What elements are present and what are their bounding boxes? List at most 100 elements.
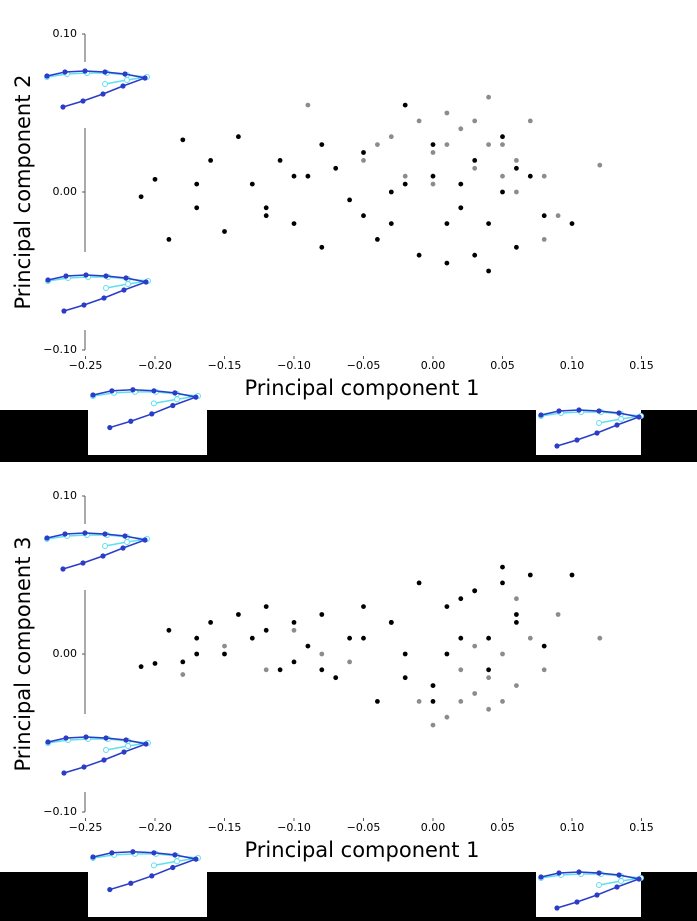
inset-dark-line bbox=[92, 388, 199, 429]
point bbox=[514, 612, 519, 617]
x-tick-label: −0.15 bbox=[208, 821, 242, 834]
y-tick-label: 0.10 bbox=[53, 27, 78, 40]
point bbox=[500, 580, 505, 586]
point bbox=[236, 612, 241, 617]
point bbox=[458, 181, 464, 187]
inset-dark-dot bbox=[151, 388, 157, 394]
point bbox=[263, 627, 269, 633]
point bbox=[277, 158, 283, 163]
inset-light-dot bbox=[618, 416, 624, 422]
inset-dark-dot bbox=[103, 273, 109, 279]
inset-dark-dot bbox=[128, 418, 134, 424]
x-tick-label: −0.10 bbox=[277, 821, 311, 834]
point bbox=[180, 672, 186, 677]
inset-dark-dot bbox=[109, 388, 115, 394]
point bbox=[319, 651, 325, 657]
inset-light-dot bbox=[124, 539, 130, 545]
point bbox=[527, 118, 533, 124]
inset-dark-dot bbox=[123, 737, 129, 743]
inset-dark-dot bbox=[63, 735, 69, 741]
inset-dark-dot bbox=[83, 734, 89, 740]
point bbox=[486, 667, 491, 673]
point bbox=[194, 181, 200, 187]
point bbox=[444, 260, 450, 266]
point bbox=[541, 173, 547, 179]
inset-light-dot bbox=[102, 81, 108, 87]
point bbox=[319, 667, 325, 673]
inset-dark-dot bbox=[636, 414, 642, 420]
inset-dark-dot bbox=[594, 430, 600, 436]
point bbox=[514, 165, 519, 171]
point bbox=[458, 667, 464, 673]
panel bbox=[0, 0, 697, 410]
point bbox=[486, 268, 491, 274]
point bbox=[458, 635, 464, 641]
inset-dark-dot bbox=[130, 387, 136, 393]
point bbox=[305, 643, 311, 649]
inset-dark-dot bbox=[81, 764, 87, 770]
point bbox=[430, 150, 436, 155]
point bbox=[444, 221, 450, 227]
point bbox=[194, 651, 200, 657]
point bbox=[444, 110, 450, 116]
inset-dark-dot bbox=[90, 854, 96, 860]
point bbox=[222, 643, 227, 649]
point bbox=[416, 580, 422, 586]
point bbox=[458, 126, 464, 132]
inset-dark-dot bbox=[120, 545, 126, 551]
point bbox=[541, 643, 547, 649]
inset-light-line bbox=[92, 853, 199, 867]
point bbox=[319, 244, 325, 250]
point bbox=[361, 213, 366, 219]
point bbox=[180, 659, 186, 665]
inset-light-dot bbox=[124, 77, 130, 83]
x-tick-label: 0.00 bbox=[421, 359, 446, 372]
point bbox=[500, 189, 505, 195]
point bbox=[361, 158, 366, 163]
point bbox=[263, 213, 269, 219]
inset-dark-dot bbox=[554, 443, 560, 449]
inset-dark-dot bbox=[636, 876, 642, 882]
inset-light-line bbox=[92, 391, 199, 405]
point bbox=[208, 158, 214, 163]
point bbox=[416, 118, 422, 124]
x-tick-label: 0.05 bbox=[490, 359, 515, 372]
x-tick-label: −0.20 bbox=[138, 821, 172, 834]
point bbox=[555, 612, 561, 617]
point bbox=[430, 699, 436, 704]
point bbox=[514, 158, 519, 163]
inset-light-dot bbox=[596, 882, 602, 888]
inset-dark-dot bbox=[121, 287, 127, 293]
point bbox=[444, 142, 450, 148]
inset-light-dot bbox=[125, 281, 131, 287]
inset-light-dot bbox=[596, 420, 602, 426]
inset-dark-dot bbox=[80, 98, 86, 104]
inset-dark-dot bbox=[574, 437, 580, 443]
point bbox=[472, 118, 478, 124]
inset-dark-dot bbox=[538, 412, 544, 418]
point bbox=[180, 137, 186, 143]
inset-light-dot bbox=[125, 743, 131, 749]
inset-dark-dot bbox=[143, 279, 149, 285]
point bbox=[152, 176, 158, 182]
point bbox=[486, 675, 491, 681]
inset-dark-dot bbox=[142, 537, 148, 543]
x-tick-label: −0.20 bbox=[138, 359, 172, 372]
point bbox=[138, 194, 144, 200]
point bbox=[416, 252, 422, 258]
inset-light-dot bbox=[618, 878, 624, 884]
point bbox=[569, 572, 575, 578]
point bbox=[375, 699, 380, 704]
point bbox=[472, 158, 478, 163]
inset-dark-line bbox=[47, 274, 149, 312]
point bbox=[444, 714, 450, 720]
inset-dark-dot bbox=[596, 870, 602, 876]
point bbox=[514, 244, 519, 250]
inset-dark-dot bbox=[120, 83, 126, 89]
inset-box bbox=[536, 842, 641, 917]
point bbox=[402, 102, 408, 108]
point bbox=[444, 651, 450, 657]
point bbox=[291, 627, 297, 633]
point bbox=[291, 221, 297, 227]
